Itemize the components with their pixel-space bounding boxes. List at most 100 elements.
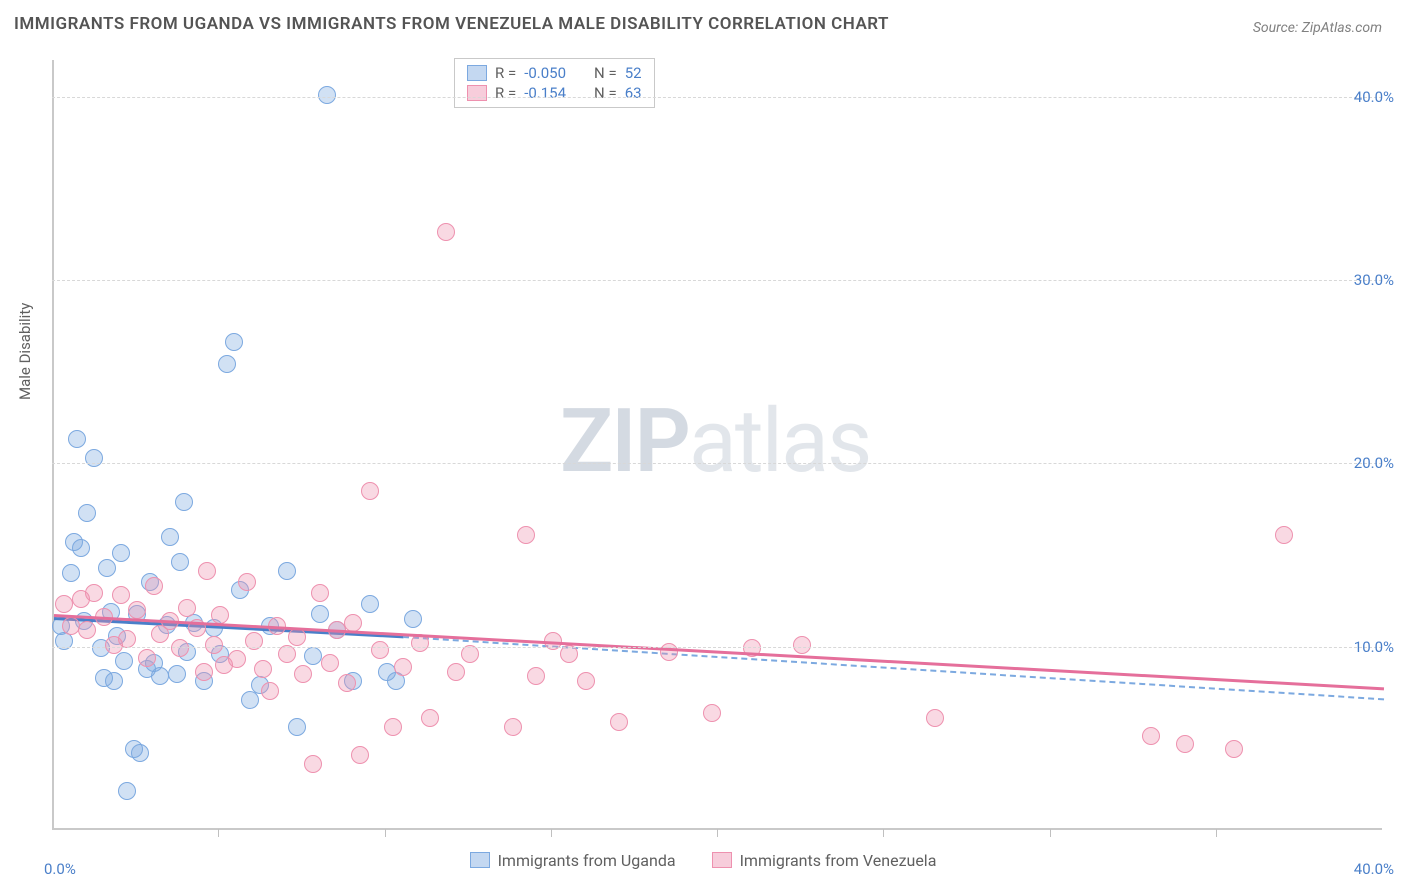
legend-swatch (467, 85, 487, 101)
data-point (205, 636, 223, 654)
data-point (404, 610, 422, 628)
data-point (261, 682, 279, 700)
data-point (112, 544, 130, 562)
data-point (793, 636, 811, 654)
data-point (311, 584, 329, 602)
legend-item: Immigrants from Uganda (470, 851, 676, 870)
y-tick-label: 10.0% (1354, 638, 1394, 656)
data-point (447, 663, 465, 681)
data-point (361, 595, 379, 613)
data-point (85, 584, 103, 602)
data-point (304, 755, 322, 773)
data-point (72, 539, 90, 557)
data-point (1142, 727, 1160, 745)
data-point (211, 606, 229, 624)
data-point (168, 665, 186, 683)
data-point (138, 649, 156, 667)
data-point (78, 504, 96, 522)
data-point (198, 562, 216, 580)
x-minor-tick (883, 829, 884, 837)
data-point (175, 493, 193, 511)
source-label: Source: ZipAtlas.com (1253, 20, 1382, 36)
x-minor-tick (1216, 829, 1217, 837)
x-tick-min: 0.0% (44, 860, 76, 878)
data-point (225, 333, 243, 351)
data-point (1225, 740, 1243, 758)
y-tick-label: 20.0% (1354, 454, 1394, 472)
data-point (321, 654, 339, 672)
data-point (288, 628, 306, 646)
x-minor-tick (1050, 829, 1051, 837)
data-point (371, 641, 389, 659)
data-point (1275, 526, 1293, 544)
legend-row: R =-0.050N =52 (467, 63, 642, 83)
data-point (610, 713, 628, 731)
data-point (384, 718, 402, 736)
data-point (304, 647, 322, 665)
data-point (62, 564, 80, 582)
data-point (926, 709, 944, 727)
data-point (517, 526, 535, 544)
r-label: R = (495, 84, 516, 102)
gridline (52, 280, 1382, 281)
data-point (338, 674, 356, 692)
data-point (1176, 735, 1194, 753)
data-point (98, 559, 116, 577)
data-point (361, 482, 379, 500)
data-point (68, 430, 86, 448)
data-point (195, 663, 213, 681)
data-point (421, 709, 439, 727)
gridline (52, 463, 1382, 464)
data-point (311, 605, 329, 623)
y-tick-label: 40.0% (1354, 88, 1394, 106)
data-point (577, 672, 595, 690)
data-point (288, 718, 306, 736)
y-tick-label: 30.0% (1354, 271, 1394, 289)
correlation-legend: R =-0.050N =52R =-0.154N =63 (454, 58, 655, 108)
legend-swatch (467, 65, 487, 81)
data-point (178, 599, 196, 617)
legend-row: R =-0.154N =63 (467, 83, 642, 103)
data-point (238, 573, 256, 591)
y-axis-label: Male Disability (16, 303, 34, 400)
data-point (294, 665, 312, 683)
x-minor-tick (385, 829, 386, 837)
data-point (105, 672, 123, 690)
x-minor-tick (717, 829, 718, 837)
data-point (344, 614, 362, 632)
r-value: -0.050 (524, 64, 566, 82)
gridline (52, 647, 1382, 648)
data-point (161, 528, 179, 546)
legend-swatch (712, 852, 732, 868)
x-minor-tick (551, 829, 552, 837)
legend-swatch (470, 852, 490, 868)
chart-area (52, 60, 1382, 830)
data-point (228, 650, 246, 668)
data-point (394, 658, 412, 676)
data-point (504, 718, 522, 736)
x-tick-max: 40.0% (1354, 860, 1394, 878)
series-legend: Immigrants from Uganda Immigrants from Ve… (0, 851, 1406, 873)
data-point (703, 704, 721, 722)
data-point (171, 639, 189, 657)
data-point (131, 744, 149, 762)
data-point (218, 355, 236, 373)
data-point (318, 86, 336, 104)
n-value: 63 (625, 84, 642, 102)
legend-item: Immigrants from Venezuela (712, 851, 937, 870)
data-point (62, 617, 80, 635)
data-point (278, 562, 296, 580)
data-point (145, 577, 163, 595)
x-minor-tick (218, 829, 219, 837)
r-label: R = (495, 64, 516, 82)
data-point (118, 630, 136, 648)
chart-title: IMMIGRANTS FROM UGANDA VS IMMIGRANTS FRO… (14, 14, 889, 34)
data-point (128, 601, 146, 619)
data-point (112, 586, 130, 604)
data-point (254, 660, 272, 678)
data-point (437, 223, 455, 241)
data-point (55, 595, 73, 613)
n-label: N = (594, 64, 617, 82)
data-point (351, 746, 369, 764)
n-label: N = (594, 84, 617, 102)
